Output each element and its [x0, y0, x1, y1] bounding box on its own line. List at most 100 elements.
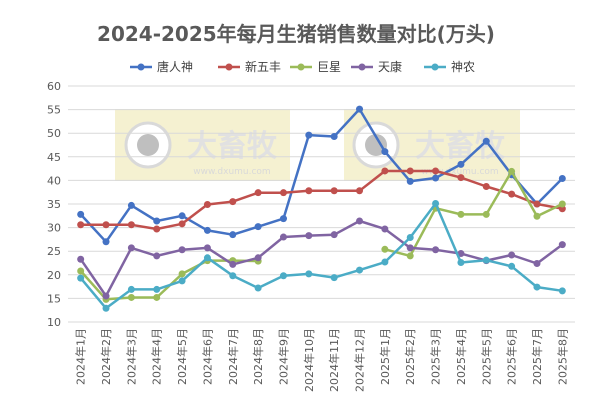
data-point [77, 210, 85, 218]
x-tick-label: 2025年3月 [429, 328, 443, 385]
data-point [203, 226, 211, 234]
y-tick-label: 10 [47, 316, 61, 329]
data-point [229, 231, 237, 239]
series-5 [77, 200, 566, 312]
data-point [457, 259, 465, 267]
data-point [279, 272, 287, 280]
x-tick-label: 2024年5月 [175, 328, 189, 385]
y-tick-label: 15 [47, 292, 61, 305]
data-point [203, 200, 211, 208]
data-point [178, 277, 186, 285]
watermark-url: www.dxumu.com [193, 167, 270, 177]
data-point [457, 210, 465, 218]
data-point [279, 215, 287, 223]
x-tick-label: 2025年1月 [378, 328, 392, 385]
watermark-url: www.dxumu.com [421, 167, 498, 177]
data-point [381, 245, 389, 253]
data-point [203, 254, 211, 262]
data-point [330, 231, 338, 239]
y-tick-label: 25 [47, 245, 61, 258]
data-point [406, 252, 414, 260]
legend-item: 巨星 [290, 60, 341, 74]
x-tick-label: 2025年5月 [479, 328, 493, 385]
data-point [305, 270, 313, 278]
legend-item: 神农 [424, 60, 475, 74]
x-tick-label: 2024年10月 [302, 328, 316, 392]
data-point [533, 259, 541, 267]
data-point [432, 167, 440, 175]
watermark-logo-core [365, 134, 387, 156]
series-line [79, 107, 564, 244]
data-point [558, 241, 566, 249]
data-point [432, 174, 440, 182]
data-point [203, 244, 211, 252]
data-point [305, 131, 313, 139]
watermark-left: 大畜牧 www.dxumu.com [115, 109, 290, 181]
y-axis-ticks: 10 15 20 25 30 35 40 45 50 55 60 [47, 80, 61, 329]
data-point [305, 187, 313, 195]
data-point [279, 233, 287, 241]
data-point [330, 187, 338, 195]
legend-marker [431, 63, 439, 71]
data-point [482, 256, 490, 264]
watermark-text: 大畜牧 [187, 129, 278, 164]
data-point [127, 293, 135, 301]
series-line [79, 202, 563, 310]
x-tick-label: 2024年1月 [74, 328, 88, 385]
x-tick-label: 2024年12月 [353, 328, 367, 392]
x-tick-label: 2024年2月 [99, 328, 113, 385]
watermark-text: 大畜牧 [415, 129, 506, 164]
data-point [330, 133, 338, 141]
data-point [381, 258, 389, 266]
legend-marker [137, 63, 145, 71]
data-point [381, 167, 389, 175]
data-point [127, 201, 135, 209]
data-point [432, 200, 440, 208]
data-point [102, 221, 110, 229]
x-axis-ticks: 2024年1月 2024年2月 2024年3月 2024年4月 2024年5月 2024年… [74, 328, 570, 392]
data-point [254, 284, 262, 292]
data-point [558, 175, 566, 183]
legend-item: 天康 [351, 59, 402, 74]
data-point [457, 160, 465, 168]
data-point [77, 274, 85, 282]
data-point [153, 293, 161, 301]
legend-marker [297, 63, 305, 71]
data-point [178, 270, 186, 278]
legend-marker [358, 63, 366, 71]
y-tick-label: 45 [47, 151, 61, 164]
x-tick-label: 2024年3月 [124, 328, 138, 385]
data-point [482, 183, 490, 191]
data-point [77, 255, 85, 263]
y-tick-label: 50 [47, 127, 61, 140]
data-point [102, 292, 110, 300]
data-point [178, 246, 186, 254]
data-point [153, 217, 161, 225]
data-point [508, 167, 516, 175]
x-tick-label: 2025年8月 [555, 328, 569, 385]
data-point [102, 238, 110, 246]
data-point [356, 266, 364, 274]
data-point [153, 285, 161, 293]
legend-label: 唐人神 [157, 59, 193, 74]
data-point [77, 267, 85, 275]
data-point [406, 244, 414, 252]
data-point [127, 221, 135, 229]
data-point [178, 220, 186, 228]
x-tick-label: 2024年4月 [150, 328, 164, 385]
data-point [229, 272, 237, 280]
data-point [406, 167, 414, 175]
x-tick-label: 2024年9月 [276, 328, 290, 385]
legend: 唐人神 新五丰 巨星 天康 神农 [130, 59, 475, 74]
legend-item: 新五丰 [218, 59, 281, 74]
data-point [406, 177, 414, 185]
watermark-logo-core [137, 134, 159, 156]
data-point [508, 251, 516, 259]
data-point [533, 212, 541, 220]
data-point [508, 262, 516, 270]
legend-label: 新五丰 [245, 59, 281, 74]
y-tick-label: 35 [47, 198, 61, 211]
data-point [381, 148, 389, 156]
